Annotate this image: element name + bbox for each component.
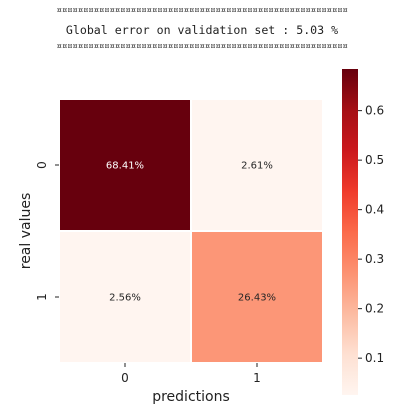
- y-tick-label: 1: [35, 293, 49, 301]
- chart-title: Global error on validation set : 5.03 %: [65, 23, 339, 37]
- colorbar-tick-label: 0.1: [365, 351, 384, 365]
- colorbar-tick-label: 0.4: [365, 203, 384, 217]
- header-stars-top: ¤¤¤¤¤¤¤¤¤¤¤¤¤¤¤¤¤¤¤¤¤¤¤¤¤¤¤¤¤¤¤¤¤¤¤¤¤¤¤¤…: [56, 5, 348, 16]
- cell-value-label: 2.61%: [241, 161, 273, 172]
- x-tick-label: 1: [253, 371, 261, 385]
- cell-value-label: 68.41%: [106, 161, 144, 172]
- colorbar: [342, 69, 358, 395]
- cell-value-label: 2.56%: [109, 293, 141, 304]
- y-axis-label: real values: [18, 193, 34, 270]
- colorbar-tick-label: 0.5: [365, 153, 384, 167]
- heatmap-cell: [58, 98, 192, 232]
- x-tick-label: 0: [121, 371, 129, 385]
- colorbar-tick-label: 0.3: [365, 252, 384, 266]
- colorbar-tick-label: 0.6: [365, 104, 384, 118]
- header-stars-bottom: ¤¤¤¤¤¤¤¤¤¤¤¤¤¤¤¤¤¤¤¤¤¤¤¤¤¤¤¤¤¤¤¤¤¤¤¤¤¤¤¤…: [56, 41, 348, 52]
- cell-value-label: 26.43%: [238, 293, 276, 304]
- colorbar-tick-label: 0.2: [365, 302, 384, 316]
- heatmap-cell: [190, 230, 324, 364]
- y-tick-label: 0: [35, 161, 49, 169]
- heatmap-cell: [190, 98, 324, 232]
- x-axis-label: predictions: [152, 389, 230, 405]
